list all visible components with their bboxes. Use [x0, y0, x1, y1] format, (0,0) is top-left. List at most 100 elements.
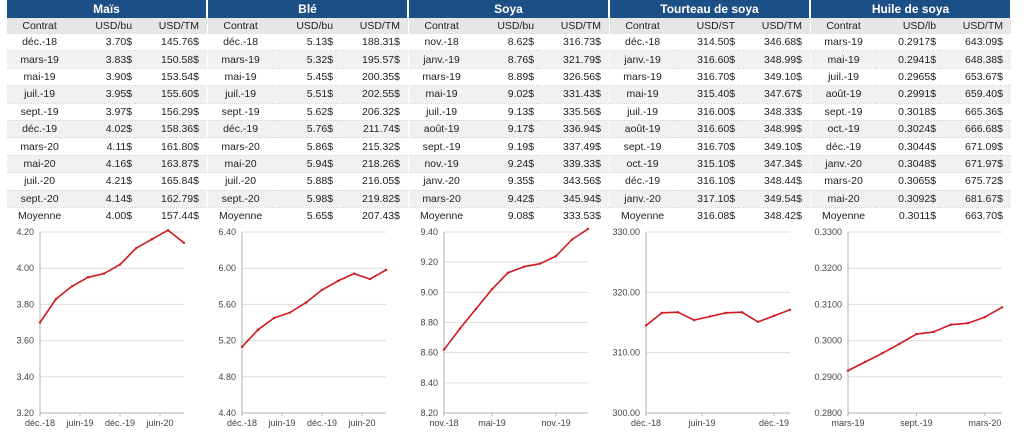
- line-chart: 4.40 4.80 5.20 5.60 6.00 6.40 déc.-18 juin-19 dé…: [218, 227, 388, 428]
- price-table: Contrat USD/bu USD/TM nov.-18 8.62$ 316.73…: [409, 18, 609, 224]
- y-tick-label: 3.40: [16, 372, 34, 382]
- price-cell: 219.82$: [336, 190, 408, 208]
- y-tick-label: 300.00: [612, 408, 640, 418]
- price-cell: 0.3065$: [876, 172, 940, 191]
- x-tick-label: déc.-18: [227, 418, 257, 428]
- contract-cell: juil.-19: [208, 85, 274, 104]
- contract-cell: déc.-19: [811, 137, 877, 156]
- contract-cell: mai-19: [409, 85, 475, 104]
- table-row: janv.-20 317.10$ 349.54$: [610, 190, 810, 208]
- price-cell: 663.70$: [965, 210, 1003, 223]
- price-cell: 0.3092$: [876, 190, 940, 208]
- price-cell: 643.09$: [939, 34, 1011, 52]
- x-tick-label: déc.-18: [631, 418, 661, 428]
- price-cell: 653.67$: [939, 68, 1011, 87]
- table-row: mars-19 316.70$ 349.10$: [610, 68, 810, 87]
- series-line: [847, 306, 1003, 372]
- price-cell: 207.43$: [362, 210, 400, 223]
- price-cell: 9.19$: [474, 137, 538, 156]
- table-row: déc.-19 316.10$ 348.44$: [610, 172, 810, 191]
- price-cell: 5.13$: [273, 34, 337, 52]
- table-row: juil.-19 9.13$ 335.56$: [409, 103, 609, 121]
- price-cell: 150.58$: [135, 50, 207, 69]
- price-cell: 200.35$: [336, 68, 408, 87]
- price-cell: 5.65$: [306, 210, 334, 223]
- price-table: Contrat USD/bu USD/TM déc.-18 3.70$ 145.76…: [7, 18, 207, 224]
- x-tick-label: nov.-19: [541, 418, 570, 428]
- column-header: USD/lb: [876, 18, 940, 34]
- column-header: USD/TM: [537, 18, 609, 34]
- contract-cell: juil.-19: [7, 85, 73, 104]
- price-cell: 348.33$: [738, 103, 810, 121]
- line-chart: 3.20 3.40 3.60 3.80 4.00 4.20 déc.-18 juin-19 dé…: [16, 227, 186, 428]
- price-cell: 315.10$: [675, 155, 739, 174]
- table-row: mai-19 315.40$ 347.67$: [610, 85, 810, 104]
- price-cell: 9.13$: [474, 103, 538, 121]
- x-tick-label: juin-20: [145, 418, 173, 428]
- table-title: Blé: [208, 0, 408, 18]
- contract-cell: mars-20: [409, 190, 475, 208]
- x-tick-label: juin-19: [65, 418, 93, 428]
- y-tick-label: 6.00: [218, 263, 236, 273]
- price-cell: 3.83$: [72, 50, 136, 69]
- average-row: Moyenne 0.3011$ 663.70$: [811, 207, 1011, 224]
- data-point: [708, 315, 712, 318]
- contract-cell: sept.-19: [409, 137, 475, 156]
- table-row: mai-20 5.94$ 218.26$: [208, 155, 408, 174]
- column-header: USD/TM: [939, 18, 1011, 34]
- price-cell: 0.2941$: [876, 50, 940, 69]
- table-row: sept.-19 0.3018$ 665.36$: [811, 103, 1011, 121]
- contract-cell: oct.-19: [610, 155, 676, 174]
- data-point: [336, 279, 340, 283]
- price-cell: 316.08$: [697, 210, 736, 223]
- price-cell: 9.17$: [474, 120, 538, 139]
- price-cell: 0.3018$: [876, 103, 940, 121]
- contract-cell: mars-20: [7, 137, 73, 156]
- column-header: Contrat: [7, 18, 73, 34]
- price-cell: 145.76$: [135, 34, 207, 52]
- price-cell: 343.56$: [537, 172, 609, 191]
- price-cell: 218.26$: [336, 155, 408, 174]
- contract-cell: déc.-18: [208, 34, 274, 52]
- y-tick-label: 320.00: [612, 287, 640, 297]
- x-tick-label: mars-19: [831, 418, 864, 428]
- data-point: [384, 268, 388, 272]
- column-header: USD/bu: [273, 18, 337, 34]
- price-cell: 5.86$: [273, 137, 337, 156]
- price-cell: 4.14$: [72, 190, 136, 208]
- price-cell: 206.32$: [336, 103, 408, 121]
- contract-cell: mars-20: [208, 137, 274, 156]
- price-cell: 4.16$: [72, 155, 136, 174]
- contract-cell: juil.-20: [208, 172, 274, 191]
- price-cell: 3.70$: [72, 34, 136, 52]
- price-cell: 316.70$: [675, 137, 739, 156]
- column-header: Contrat: [610, 18, 676, 34]
- contract-cell: mars-19: [208, 50, 274, 69]
- data-point: [442, 348, 446, 351]
- table-row: déc.-19 5.76$ 211.74$: [208, 120, 408, 139]
- table-row: déc.-19 0.3044$ 671.09$: [811, 137, 1011, 156]
- chart-huile: 0.2800 0.2900 0.3000 0.3100 0.3200 0.3300 mars…: [808, 224, 1018, 436]
- column-header: USD/bu: [72, 18, 136, 34]
- contract-cell: déc.-18: [7, 34, 73, 52]
- x-tick-label: sept.-19: [900, 418, 933, 428]
- table-row: juil.-19 316.00$ 348.33$: [610, 103, 810, 121]
- data-point: [320, 288, 324, 292]
- data-point: [54, 297, 58, 301]
- price-cell: 3.97$: [72, 103, 136, 121]
- table-row: oct.-19 0.3024$ 666.68$: [811, 120, 1011, 139]
- price-table: Contrat USD/ST USD/TM déc.-18 314.50$ 346.…: [610, 18, 810, 224]
- data-point: [740, 311, 744, 314]
- table-row: mai-19 3.90$ 153.54$: [7, 68, 207, 87]
- table-row: août-19 9.17$ 336.94$: [409, 120, 609, 139]
- price-cell: 0.2965$: [876, 68, 940, 87]
- data-point: [38, 321, 42, 324]
- contract-cell: déc.-18: [610, 34, 676, 52]
- price-cell: 665.36$: [939, 103, 1011, 121]
- column-header: USD/ST: [675, 18, 739, 34]
- column-header: USD/TM: [336, 18, 408, 34]
- price-cell: 345.94$: [537, 190, 609, 208]
- data-point: [102, 272, 106, 275]
- data-point: [538, 262, 542, 265]
- x-tick-label: juin-20: [347, 418, 375, 428]
